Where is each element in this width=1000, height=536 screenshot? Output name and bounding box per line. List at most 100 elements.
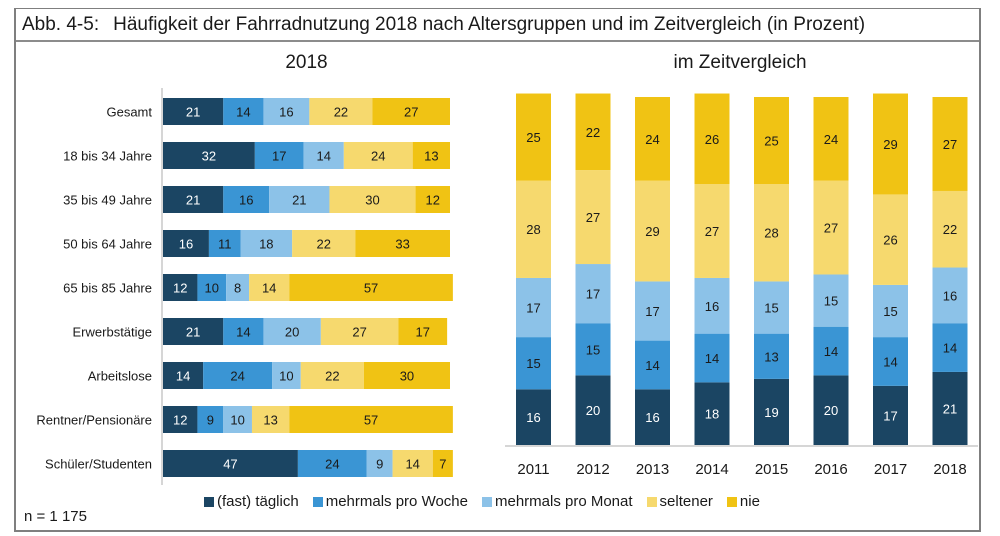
data-label: 22 (943, 222, 957, 237)
data-label: 21 (292, 193, 306, 208)
bar-segment (932, 323, 968, 372)
bar-segment (269, 186, 330, 213)
data-label: 26 (705, 132, 719, 147)
legend: (fast) täglich mehrmals pro Woche mehrmals… (204, 493, 760, 510)
bar-segment (432, 450, 453, 477)
bar-segment (292, 230, 356, 257)
bar-segment (289, 274, 453, 301)
bar-segment (575, 323, 611, 376)
data-label: 16 (179, 237, 193, 252)
legend-swatch (481, 496, 492, 507)
data-label: 30 (365, 193, 379, 208)
bar-segment (635, 180, 670, 282)
bar-segment (163, 98, 224, 125)
data-label: 24 (645, 132, 659, 147)
bar-segment (694, 382, 730, 445)
year-tick-label: 2015 (755, 461, 788, 478)
legend-label: mehrmals pro Woche (325, 493, 468, 510)
legend-swatch (726, 496, 737, 507)
data-label: 15 (586, 342, 600, 357)
legend-label: seltener (659, 493, 713, 510)
data-label: 27 (352, 325, 366, 340)
data-label: 27 (586, 210, 600, 225)
category-label: 18 bis 34 Jahre (63, 149, 152, 164)
data-label: 29 (645, 224, 659, 239)
bar-segment (263, 318, 321, 345)
data-label: 14 (316, 149, 330, 164)
bar-segment (635, 389, 670, 445)
data-label: 15 (824, 294, 838, 309)
data-label: 18 (259, 237, 273, 252)
bar-segment (203, 362, 273, 389)
bar-segment (932, 267, 968, 324)
category-label: 35 bis 49 Jahre (63, 193, 152, 208)
data-label: 24 (824, 132, 838, 147)
data-label: 13 (424, 149, 438, 164)
figure-number: Abb. 4-5: (22, 14, 100, 35)
data-label: 24 (230, 369, 244, 384)
data-label: 16 (279, 105, 293, 120)
bar-segment (163, 230, 209, 257)
bar-segment (873, 194, 908, 285)
bar-segment (398, 318, 448, 345)
data-label: 14 (943, 341, 957, 356)
right-chart-title: im Zeitvergleich (673, 52, 807, 73)
bar-segment (754, 378, 789, 445)
bar-segment (254, 142, 304, 169)
data-label: 14 (236, 325, 250, 340)
bar-segment (813, 274, 849, 327)
data-label: 15 (883, 304, 897, 319)
bar-segment (163, 142, 255, 169)
data-label: 20 (824, 403, 838, 418)
bar-segment (163, 318, 224, 345)
bar-segment (197, 274, 227, 301)
data-label: 25 (764, 134, 778, 149)
data-label: 14 (824, 344, 838, 359)
data-label: 17 (883, 408, 897, 423)
bar-segment (343, 142, 413, 169)
bar-segment (415, 186, 450, 213)
data-label: 27 (943, 137, 957, 152)
bar-segment (163, 274, 198, 301)
bar-segment (163, 186, 224, 213)
year-tick-label: 2018 (933, 461, 966, 478)
legend-label: mehrmals pro Monat (494, 493, 633, 510)
bar-segment (873, 284, 908, 338)
bar-segment (813, 375, 849, 445)
data-label: 14 (645, 358, 659, 373)
data-label: 24 (371, 149, 385, 164)
bar-segment (355, 230, 450, 257)
bar-segment (516, 277, 551, 338)
category-label: Rentner/Pensionäre (36, 413, 152, 428)
data-label: 22 (586, 125, 600, 140)
data-label: 15 (764, 301, 778, 316)
category-label: 50 bis 64 Jahre (63, 237, 152, 252)
left-chart-title: 2018 (285, 52, 328, 73)
bar-segment (372, 98, 450, 125)
bar-segment (516, 93, 551, 181)
data-label: 16 (645, 410, 659, 425)
data-label: 26 (883, 233, 897, 248)
legend-item: mehrmals pro Woche (312, 493, 468, 510)
data-label: 17 (272, 149, 286, 164)
bar-segment (366, 450, 393, 477)
legend-item: seltener (646, 493, 713, 510)
data-label: 28 (764, 226, 778, 241)
figure-title-bar: Abb. 4-5: Häufigkeit der Fahrradnutzung 2… (16, 9, 979, 42)
data-label: 21 (186, 105, 200, 120)
bar-segment (272, 362, 301, 389)
bar-segment (932, 190, 968, 268)
data-label: 20 (586, 403, 600, 418)
bar-segment (297, 450, 367, 477)
bar-segment (289, 406, 453, 433)
data-label: 12 (173, 281, 187, 296)
data-label: 10 (279, 369, 293, 384)
bar-segment (249, 274, 290, 301)
data-label: 18 (705, 407, 719, 422)
bar-segment (694, 277, 730, 334)
bar-segment (873, 385, 908, 445)
data-label: 17 (526, 301, 540, 316)
data-label: 21 (186, 325, 200, 340)
bar-segment (754, 281, 789, 334)
